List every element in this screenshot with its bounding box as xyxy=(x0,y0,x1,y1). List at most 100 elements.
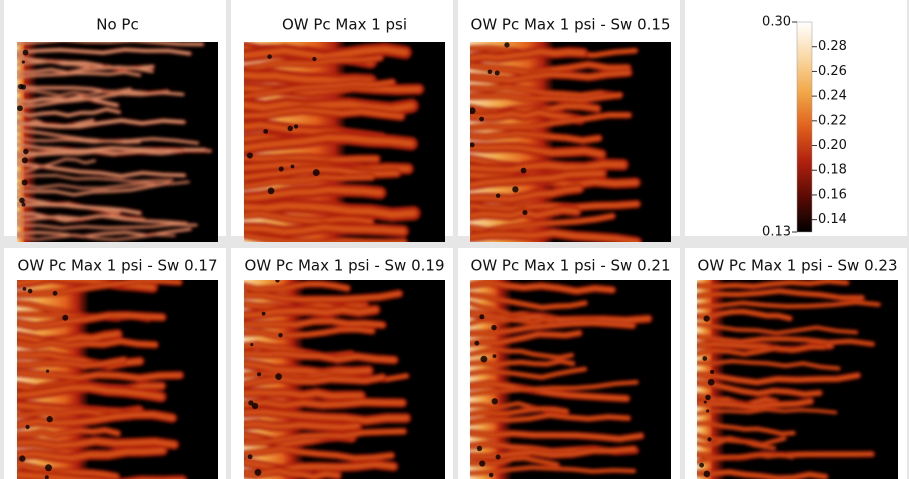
range-label: 0.30 xyxy=(762,15,791,30)
bypass-spot xyxy=(21,179,28,186)
bypass-spot xyxy=(495,454,501,460)
finger-core xyxy=(470,293,587,309)
bypass-spot xyxy=(46,369,50,373)
finger-core xyxy=(17,439,177,448)
finger-core xyxy=(470,368,586,379)
finger-core xyxy=(244,72,373,84)
tick-label: 0.26 xyxy=(818,64,847,79)
finger-core xyxy=(244,212,373,224)
bypass-spot xyxy=(275,373,282,380)
bypass-spot xyxy=(62,314,69,321)
finger-core xyxy=(17,71,141,79)
finger-core xyxy=(697,280,848,288)
finger-core xyxy=(697,301,880,308)
finger-core xyxy=(244,307,378,318)
finger-core xyxy=(470,113,631,130)
bypass-spot xyxy=(699,462,705,468)
finger-core xyxy=(244,155,379,162)
fingers xyxy=(17,42,213,241)
bypass-spot xyxy=(45,464,52,472)
finger-core xyxy=(17,462,118,479)
finger-core xyxy=(470,110,583,122)
colorbar xyxy=(796,21,813,233)
simulation-image xyxy=(244,42,445,242)
finger-core xyxy=(697,346,826,356)
finger-core xyxy=(697,289,864,299)
bypass-spot xyxy=(22,287,27,291)
finger-core xyxy=(470,318,556,325)
bypass-spot xyxy=(22,49,29,56)
finger-core xyxy=(470,85,620,98)
tile xyxy=(685,0,907,236)
fingers xyxy=(244,280,412,479)
bypass-spot xyxy=(246,152,253,159)
simulation-image xyxy=(697,280,898,479)
finger-core xyxy=(244,351,397,362)
bypass-spot xyxy=(247,454,253,460)
fingers xyxy=(17,280,188,479)
bypass-spot xyxy=(470,107,476,115)
bypass-spot xyxy=(21,60,25,64)
finger-core xyxy=(244,409,409,423)
finger-core xyxy=(244,319,385,327)
finger-core xyxy=(697,373,860,384)
bypass-spot xyxy=(512,186,519,193)
finger-core xyxy=(244,327,374,338)
finger-core xyxy=(244,224,406,235)
finger-core xyxy=(17,358,126,368)
finger-core xyxy=(470,407,568,416)
finger-core xyxy=(470,186,582,202)
range-label: 0.13 xyxy=(762,225,791,240)
finger-core xyxy=(244,292,401,302)
bypass-spot xyxy=(479,460,486,467)
finger-core xyxy=(244,400,405,408)
finger-core xyxy=(17,88,132,96)
finger-core xyxy=(470,321,635,335)
panel-title: OW Pc Max 1 psi - Sw 0.17 xyxy=(18,257,218,275)
bypass-spot xyxy=(27,288,33,294)
finger-core xyxy=(470,413,630,424)
finger-core xyxy=(470,382,629,401)
bypass-spot xyxy=(256,372,262,377)
bypass-spot xyxy=(703,470,711,478)
bypass-spot xyxy=(44,475,49,479)
finger-core xyxy=(470,348,573,359)
bypass-spot xyxy=(287,125,293,132)
finger-core xyxy=(244,80,394,99)
finger-core xyxy=(244,375,385,387)
finger-core xyxy=(697,422,795,435)
simulation-image xyxy=(470,280,671,479)
bypass-spot xyxy=(480,355,488,363)
bypass-spot xyxy=(470,142,475,148)
bypass-spot xyxy=(495,193,501,198)
finger-core xyxy=(17,95,119,107)
finger-core xyxy=(17,149,183,159)
finger-core xyxy=(17,66,154,74)
bypass-spot xyxy=(263,128,269,134)
finger-core xyxy=(470,431,643,441)
finger-core xyxy=(244,56,382,71)
finger-core xyxy=(244,390,363,399)
bypass-spot xyxy=(488,472,494,478)
bypass-spot xyxy=(293,124,299,129)
finger-core xyxy=(470,62,630,75)
finger-core xyxy=(244,282,349,292)
bypass-spot xyxy=(18,83,24,90)
finger-core xyxy=(17,48,191,55)
bypass-spot xyxy=(278,166,284,172)
finger-core xyxy=(470,360,575,367)
fingers xyxy=(697,280,882,479)
finger-core xyxy=(697,323,858,334)
panel-title: OW Pc Max 1 psi - Sw 0.19 xyxy=(245,257,445,275)
finger-core xyxy=(244,46,408,60)
bypass-spot xyxy=(275,280,280,283)
finger-core xyxy=(697,360,840,370)
bypass-spot xyxy=(705,394,711,401)
bypass-spot xyxy=(25,424,30,430)
bypass-spot xyxy=(707,378,715,386)
bypass-spot xyxy=(474,340,480,346)
finger-core xyxy=(244,101,415,113)
tick-label: 0.24 xyxy=(818,89,847,104)
bypass-spot xyxy=(487,69,493,75)
